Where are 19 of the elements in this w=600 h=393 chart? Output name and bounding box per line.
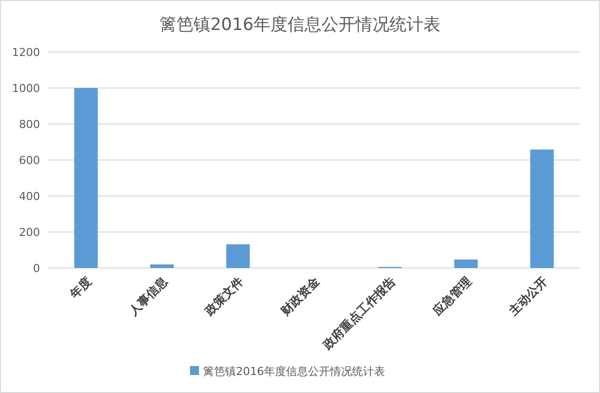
y-tick-label: 200 [19, 226, 40, 239]
x-tick-label: 人事信息 [126, 274, 171, 319]
y-tick-label: 600 [19, 154, 40, 167]
y-tick-label: 1000 [12, 82, 40, 95]
bar [454, 260, 478, 268]
legend-label: 篱笆镇2016年度信息公开情况统计表 [203, 365, 385, 378]
y-tick-label: 400 [19, 190, 40, 203]
y-tick-label: 0 [33, 262, 40, 275]
bar [150, 264, 174, 268]
chart-title: 篱笆镇2016年度信息公开情况统计表 [159, 15, 441, 35]
y-tick-label: 1200 [12, 46, 40, 59]
x-tick-label: 应急管理 [430, 274, 474, 319]
bar [530, 150, 554, 268]
bar [74, 88, 98, 268]
x-tick-label: 年度 [66, 274, 94, 302]
x-tick-label: 主动公开 [506, 274, 550, 319]
x-tick-label: 政策文件 [202, 274, 246, 319]
bar [226, 244, 250, 268]
y-tick-label: 800 [19, 118, 40, 131]
